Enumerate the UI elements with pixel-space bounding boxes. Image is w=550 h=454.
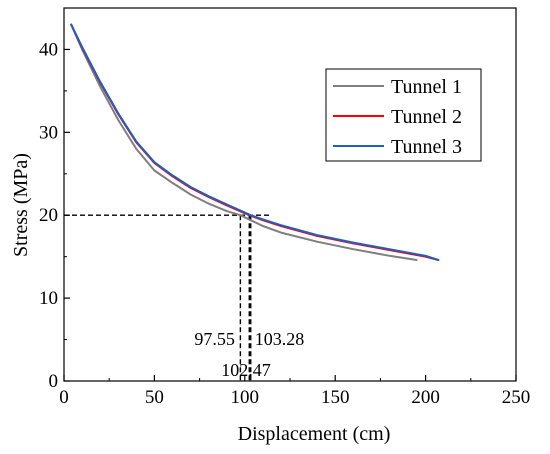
legend-label-tunnel-1: Tunnel 1 <box>391 76 462 98</box>
x-tick-label: 250 <box>502 387 531 408</box>
plot-area: 0 50 100 150 200 250 0 10 20 30 40 97.55 102.47 103.2… <box>39 7 531 408</box>
x-axis-label: Displacement (cm) <box>238 423 391 445</box>
legend-label-tunnel-2: Tunnel 2 <box>391 106 462 128</box>
marker-value-label: 97.55 <box>194 329 235 349</box>
x-tick-label: 100 <box>231 387 260 408</box>
x-tick-label: 50 <box>145 387 164 408</box>
y-tick-label: 10 <box>39 288 58 309</box>
y-tick-label: 30 <box>39 122 58 143</box>
y-tick-label: 20 <box>39 205 58 226</box>
x-tick-label: 150 <box>321 387 350 408</box>
x-tick-label: 200 <box>411 387 440 408</box>
legend: Tunnel 1 Tunnel 2 Tunnel 3 <box>325 68 482 162</box>
marker-value-label: 102.47 <box>221 360 270 380</box>
y-axis-label: Stress (MPa) <box>10 153 32 257</box>
y-tick-label: 0 <box>49 371 59 392</box>
marker-value-label: 103.28 <box>255 329 304 349</box>
x-tick-label: 0 <box>59 387 69 408</box>
series-line-1 <box>70 23 418 261</box>
plot-frame <box>63 7 517 382</box>
legend-label-tunnel-3: Tunnel 3 <box>391 136 462 158</box>
y-tick-label: 40 <box>39 39 58 60</box>
series-line-3 <box>70 23 440 261</box>
